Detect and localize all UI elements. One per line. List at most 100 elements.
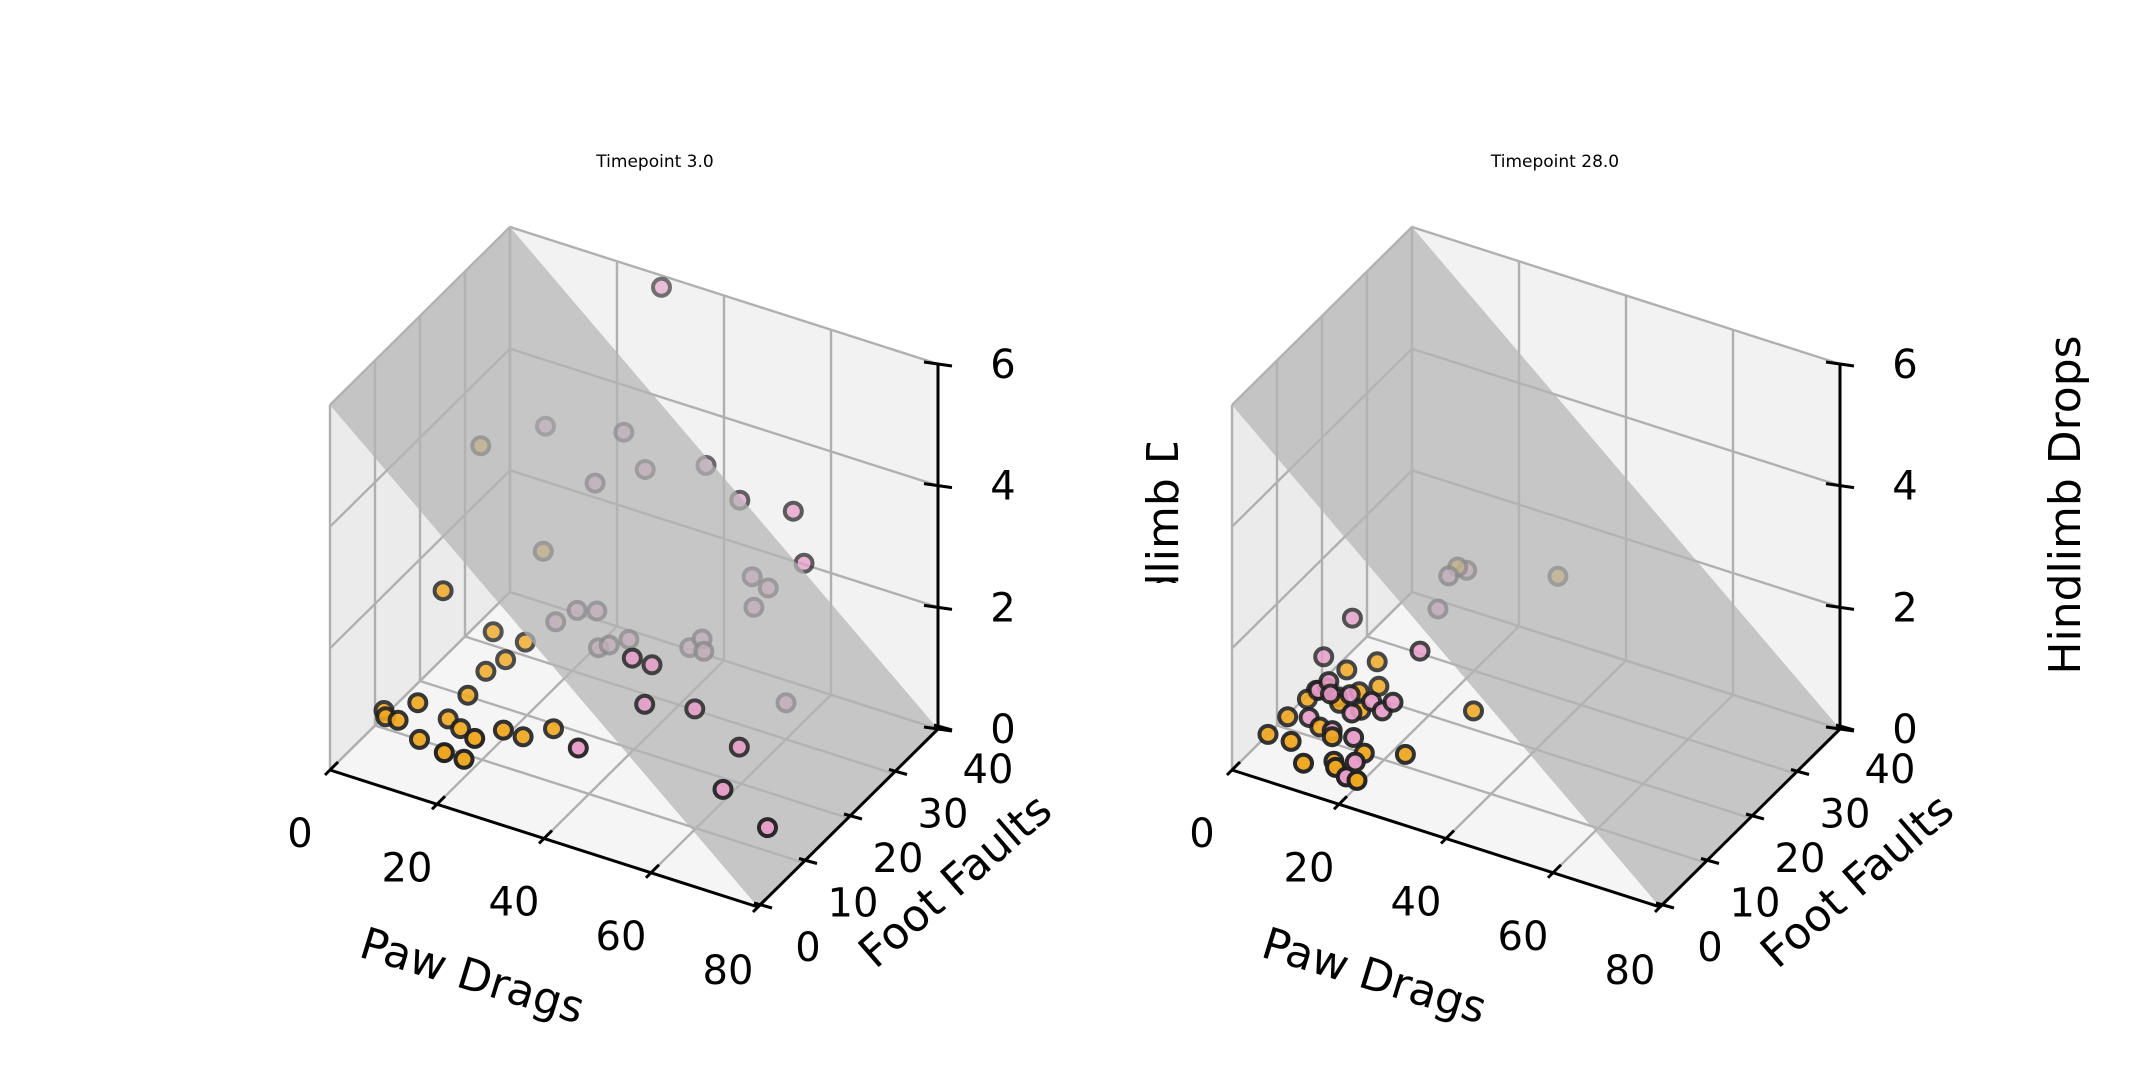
scatter-point-series-1 (387, 709, 409, 731)
z-tick-label: 6 (1892, 342, 1917, 388)
y-tick-mark (843, 812, 863, 821)
scatter-point-series-1 (1463, 700, 1484, 722)
x-tick-label: 40 (1391, 880, 1442, 926)
regression-plane (1232, 227, 1840, 907)
scatter-point-series-1 (1321, 726, 1343, 748)
z-tick-label: 4 (1892, 464, 1917, 510)
scatter-point-series-0 (1320, 683, 1341, 705)
z-tick-mark (923, 482, 953, 490)
y-tick-label: 0 (795, 925, 820, 971)
x-axis-label: Paw Drags (1256, 918, 1492, 1034)
x-tick-label: 0 (1189, 811, 1214, 857)
scatter-point-series-1 (407, 692, 429, 714)
scatter-point-series-1 (512, 726, 534, 748)
x-tick-label: 40 (489, 880, 540, 926)
scatter-point-series-0 (1339, 684, 1361, 706)
scatter-point-series-1 (1366, 651, 1388, 673)
scatter-point-series-0 (621, 647, 643, 669)
scatter-point-series-0 (1341, 702, 1363, 724)
z-tick-label: 0 (1892, 707, 1917, 753)
plot-title: Timepoint 3.0 (595, 152, 713, 172)
z-tick-label: 0 (990, 707, 1015, 753)
x-tick-label: 60 (596, 914, 647, 960)
y-tick-label: 40 (963, 747, 1014, 793)
y-tick-label: 10 (828, 881, 879, 927)
y-tick-label: 0 (1697, 925, 1722, 971)
x-tick-label: 0 (287, 811, 312, 857)
y-tick-mark (1700, 857, 1720, 865)
scatter-point-series-0 (684, 698, 706, 720)
z-tick-mark (923, 725, 953, 733)
z-tick-mark (923, 360, 953, 368)
x-tick-mark (1546, 863, 1563, 879)
scatter-point-series-1 (1277, 706, 1299, 728)
scatter-point-series-1 (457, 684, 479, 706)
scatter-point-series-0 (1382, 691, 1404, 713)
scatter-point-series-0 (782, 500, 804, 522)
z-tick-label: 6 (990, 342, 1015, 388)
y-tick-label: 10 (1730, 881, 1781, 927)
y-tick-mark (753, 901, 773, 910)
y-tick-label: 20 (873, 836, 924, 882)
regression-plane (330, 227, 938, 907)
x-tick-label: 20 (1284, 845, 1335, 891)
z-tick-label: 4 (990, 464, 1015, 510)
scatter-point-series-1 (1346, 769, 1368, 791)
scatter-point-series-1 (1293, 752, 1314, 774)
scatter-point-series-1 (543, 718, 564, 740)
z-tick-label: 2 (1892, 585, 1917, 631)
scatter-point-series-0 (641, 654, 663, 676)
z-tick-mark (1825, 725, 1855, 733)
y-axis-line (1658, 727, 1842, 909)
y-tick-mark (1790, 768, 1810, 776)
z-tick-mark (1825, 482, 1855, 490)
scatter-point-series-0 (728, 736, 750, 758)
y-tick-mark (1745, 812, 1765, 821)
scatter-point-series-1 (1280, 730, 1302, 752)
scatter-point-series-0 (712, 778, 734, 800)
z-tick-mark (1825, 360, 1855, 368)
scatter-point-series-1 (1336, 659, 1358, 681)
scatter-point-series-0 (1343, 727, 1365, 748)
plot-title: Timepoint 28.0 (1490, 152, 1619, 172)
scatter-point-series-1 (453, 748, 475, 770)
x-tick-label: 80 (703, 948, 754, 994)
scatter-point-series-1 (450, 718, 472, 740)
scatter-point-series-0 (1409, 640, 1431, 662)
x-tick-mark (1332, 795, 1349, 811)
x-tick-label: 60 (1498, 914, 1549, 960)
scatter-point-series-0 (757, 817, 778, 839)
scatter-point-series-1 (1394, 743, 1416, 765)
x-tick-mark (323, 760, 340, 777)
x-tick-mark (644, 863, 661, 879)
scatter-point-series-1 (433, 742, 455, 764)
y-tick-mark (1655, 901, 1675, 910)
scatter-point-series-1 (475, 660, 497, 682)
z-axis-label: Hindlimb Drops (1138, 335, 1189, 674)
y-tick-label: 40 (1865, 747, 1916, 793)
y-axis-line (756, 727, 940, 909)
scatter-point-series-0 (634, 693, 656, 715)
scatter-point-series-0 (1341, 607, 1363, 629)
scatter-point-series-1 (492, 719, 514, 741)
y-tick-mark (888, 768, 908, 776)
z-axis-label: Hindlimb Drops (2040, 335, 2091, 674)
scatter-point-series-1 (482, 621, 504, 643)
z-tick-mark (1825, 603, 1855, 611)
y-tick-label: 30 (918, 792, 969, 838)
x-axis-label: Paw Drags (354, 918, 590, 1034)
x-tick-label: 20 (382, 845, 433, 891)
x-tick-label: 80 (1605, 948, 1656, 994)
scatter-point-series-1 (495, 649, 517, 671)
y-tick-mark (798, 857, 818, 865)
z-tick-mark (923, 603, 953, 611)
scatter-point-series-0 (567, 737, 589, 759)
x-tick-mark (1439, 829, 1456, 845)
scatter-point-series-0 (1313, 646, 1335, 668)
x-tick-mark (1225, 760, 1242, 777)
scatter-point-series-0 (651, 276, 672, 298)
y-tick-label: 30 (1820, 792, 1871, 838)
